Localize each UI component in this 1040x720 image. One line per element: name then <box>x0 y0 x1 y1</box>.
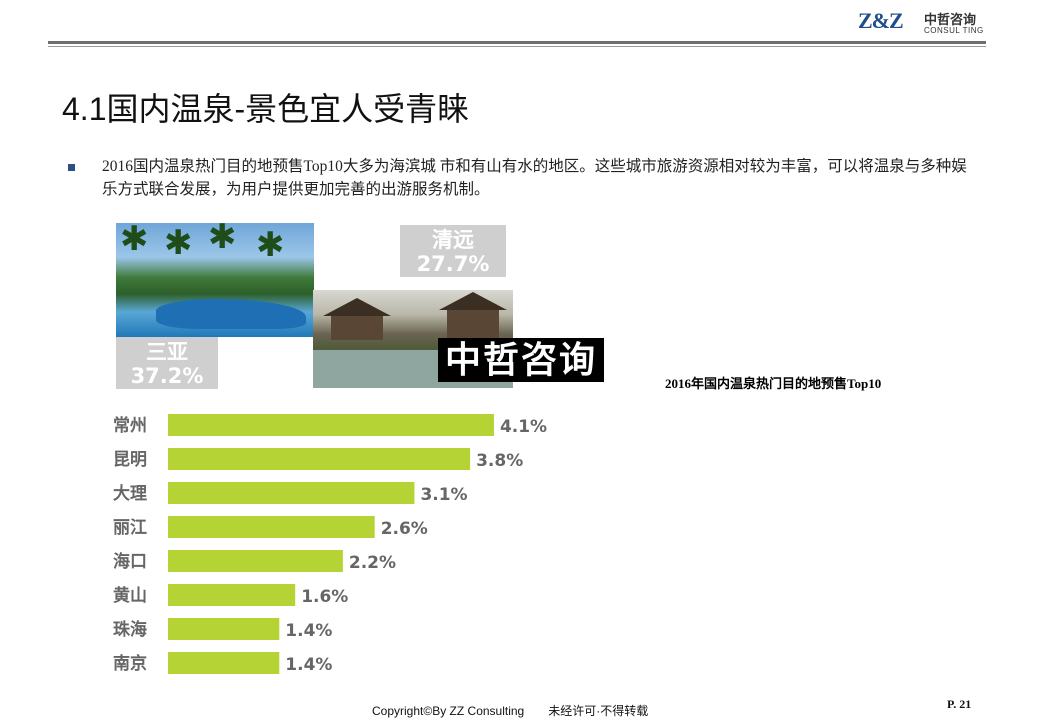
bar <box>168 652 280 674</box>
qingyuan-highlight-label: 清远 27.7% <box>400 225 506 277</box>
copyright-text: Copyright©By ZZ Consulting <box>372 704 525 718</box>
reprint-notice: 未经许可·不得转载 <box>548 704 649 718</box>
header-rule <box>48 41 986 44</box>
logo-chinese-name: 中哲咨询 <box>924 12 977 27</box>
header-rule-thin <box>48 46 986 47</box>
bar <box>168 618 280 640</box>
category-label: 常州 <box>113 415 147 436</box>
value-label: 1.4% <box>285 655 332 675</box>
value-label: 1.4% <box>285 621 332 641</box>
sanya-percent: 37.2% <box>130 364 204 388</box>
chart-title: 2016年国内温泉热门目的地预售Top10 <box>665 376 882 391</box>
category-label: 珠海 <box>113 619 147 640</box>
value-label: 2.2% <box>349 553 396 573</box>
bar <box>168 584 296 606</box>
bullet-square-icon <box>68 164 75 171</box>
footer: Copyright©By ZZ Consulting 未经许可·不得转载 <box>372 702 648 719</box>
value-label: 4.1% <box>500 417 547 437</box>
sanya-highlight-label: 三亚 37.2% <box>116 337 218 389</box>
value-label: 3.8% <box>476 451 523 471</box>
bar <box>168 414 494 436</box>
slide-title: 4.1国内温泉-景色宜人受青睐 <box>62 91 470 127</box>
bar <box>168 516 375 538</box>
watermark-stamp: 中哲咨询 <box>438 338 604 382</box>
company-logo: Z&Z 中哲咨询 CONSUL TING <box>858 6 988 36</box>
logo-mark: Z&Z <box>858 8 904 33</box>
category-label: 丽江 <box>113 518 147 538</box>
sanya-resort-photo: ✱ ✱ ✱ ✱ <box>116 223 314 337</box>
value-label: 1.6% <box>301 587 348 607</box>
qingyuan-name: 清远 <box>432 228 474 252</box>
qingyuan-percent: 27.7% <box>416 252 490 276</box>
page-number: P. 21 <box>947 697 972 711</box>
category-label: 大理 <box>113 483 147 504</box>
bar <box>168 448 471 470</box>
value-label: 2.6% <box>381 519 428 539</box>
category-label: 昆明 <box>113 450 147 470</box>
sanya-name: 三亚 <box>146 340 188 364</box>
category-label: 黄山 <box>113 585 147 606</box>
category-label: 海口 <box>113 551 147 572</box>
bar <box>168 550 343 572</box>
category-label: 南京 <box>113 653 147 674</box>
bar <box>168 482 415 504</box>
bullet-text: 2016国内温泉热门目的地预售Top10大多为海滨城 市和有山有水的地区。这些城… <box>102 158 967 198</box>
value-label: 3.1% <box>420 485 467 505</box>
logo-english-name: CONSUL TING <box>924 26 984 35</box>
